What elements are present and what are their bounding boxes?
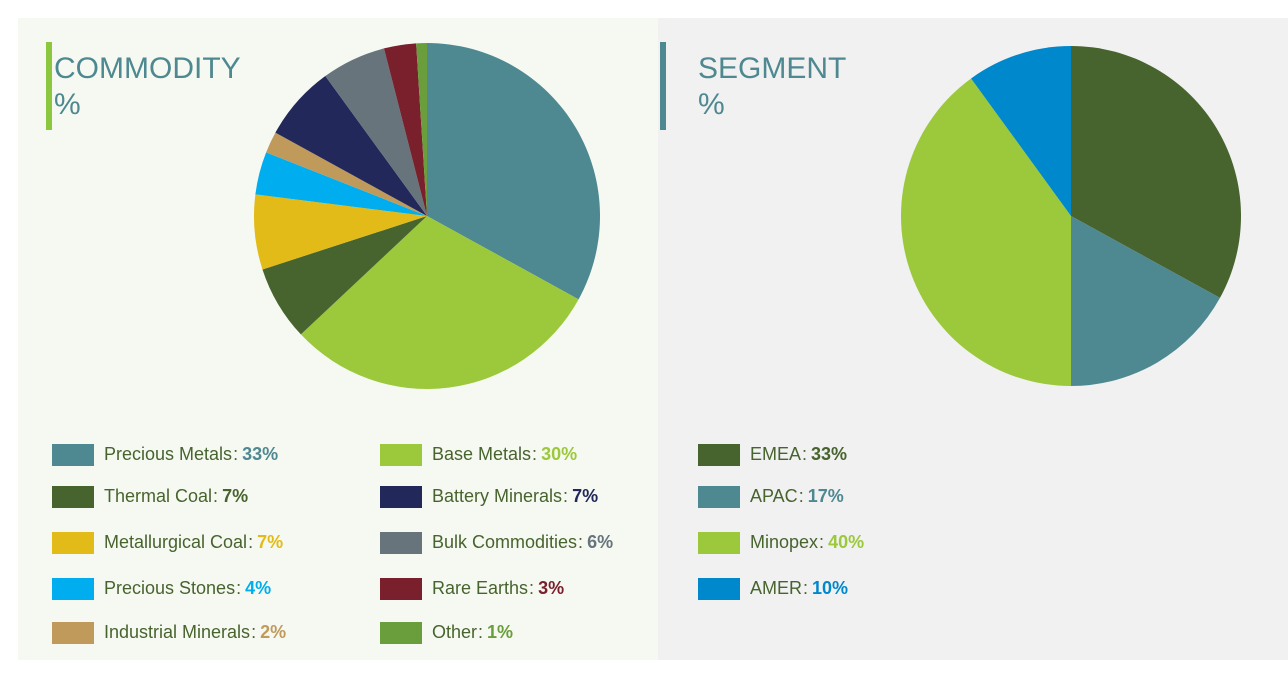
legend-separator: :	[478, 622, 483, 642]
legend-value: 33%	[811, 444, 847, 464]
legend-label: Base Metals	[432, 444, 531, 464]
legend-entry: EMEA: 33%	[750, 444, 847, 464]
legend-label: Bulk Commodities	[432, 532, 577, 552]
legend-swatch	[698, 444, 740, 466]
legend-separator: :	[563, 486, 568, 506]
legend-swatch	[52, 532, 94, 554]
chart-subtitle: %	[54, 88, 81, 121]
legend-label: Battery Minerals	[432, 486, 562, 506]
legend-label: Thermal Coal	[104, 486, 212, 506]
legend-separator: :	[248, 532, 253, 552]
legend-value: 30%	[541, 444, 577, 464]
legend-separator: :	[213, 486, 218, 506]
legend-swatch	[52, 444, 94, 466]
pie-slice	[275, 76, 427, 216]
legend-separator: :	[532, 444, 537, 464]
legend-separator: :	[803, 578, 808, 598]
legend-entry: AMER: 10%	[750, 578, 848, 598]
legend-value: 3%	[538, 578, 564, 598]
chart-subtitle: %	[698, 88, 725, 121]
pie-slice	[427, 43, 601, 300]
legend-value: 40%	[828, 532, 864, 552]
chart-title: COMMODITY	[54, 52, 241, 85]
legend-label: AMER	[750, 578, 802, 598]
legend-label: Metallurgical Coal	[104, 532, 247, 552]
legend-value: 10%	[812, 578, 848, 598]
chart-title: SEGMENT	[698, 52, 846, 85]
legend-swatch	[698, 578, 740, 600]
legend-separator: :	[236, 578, 241, 598]
legend-value: 4%	[245, 578, 271, 598]
legend-label: APAC	[750, 486, 798, 506]
pie-slice	[262, 216, 427, 335]
legend-swatch	[698, 532, 740, 554]
pie-slice	[254, 194, 427, 270]
legend-label: Precious Stones	[104, 578, 235, 598]
legend-separator: :	[233, 444, 238, 464]
legend-swatch	[380, 578, 422, 600]
legend-entry: Metallurgical Coal: 7%	[104, 532, 283, 552]
legend-entry: Rare Earths: 3%	[432, 578, 564, 598]
legend-entry: Precious Metals: 33%	[104, 444, 278, 464]
legend-swatch	[380, 532, 422, 554]
legend-label: Precious Metals	[104, 444, 232, 464]
legend-entry: Base Metals: 30%	[432, 444, 577, 464]
legend-entry: Other: 1%	[432, 622, 513, 642]
legend-value: 7%	[572, 486, 598, 506]
legend-entry: Battery Minerals: 7%	[432, 486, 598, 506]
legend-separator: :	[799, 486, 804, 506]
legend-swatch	[698, 486, 740, 508]
legend-label: Rare Earths	[432, 578, 528, 598]
legend-label: Minopex	[750, 532, 818, 552]
legend-entry: Minopex: 40%	[750, 532, 864, 552]
legend-swatch	[380, 622, 422, 644]
legend-entry: Thermal Coal: 7%	[104, 486, 248, 506]
legend-entry: APAC: 17%	[750, 486, 844, 506]
pie-slice	[416, 43, 427, 216]
title-accent	[46, 42, 52, 130]
legend-swatch	[52, 622, 94, 644]
pie-slice	[1071, 216, 1220, 386]
legend-separator: :	[578, 532, 583, 552]
legend-label: Other	[432, 622, 477, 642]
legend-value: 1%	[487, 622, 513, 642]
legend-label: EMEA	[750, 444, 801, 464]
pie-slice	[971, 46, 1071, 216]
legend-separator: :	[819, 532, 824, 552]
legend-entry: Bulk Commodities: 6%	[432, 532, 613, 552]
pie-slice	[1071, 46, 1241, 298]
legend-entry: Precious Stones: 4%	[104, 578, 271, 598]
pie-slice	[255, 152, 427, 216]
legend-value: 6%	[587, 532, 613, 552]
legend-swatch	[52, 486, 94, 508]
legend-swatch	[52, 578, 94, 600]
pie-slice	[383, 43, 427, 217]
legend-entry: Industrial Minerals: 2%	[104, 622, 286, 642]
pie-slice	[900, 78, 1071, 387]
legend-swatch	[380, 444, 422, 466]
legend-label: Industrial Minerals	[104, 622, 250, 642]
legend-swatch	[380, 486, 422, 508]
legend-value: 2%	[260, 622, 286, 642]
legend-value: 7%	[222, 486, 248, 506]
legend-separator: :	[529, 578, 534, 598]
pie-slice	[266, 132, 427, 216]
pie-slice	[300, 216, 579, 390]
legend-value: 33%	[242, 444, 278, 464]
legend-value: 7%	[257, 532, 283, 552]
title-accent	[660, 42, 666, 130]
pie-slice	[325, 48, 427, 216]
legend-separator: :	[251, 622, 256, 642]
legend-separator: :	[802, 444, 807, 464]
legend-value: 17%	[808, 486, 844, 506]
